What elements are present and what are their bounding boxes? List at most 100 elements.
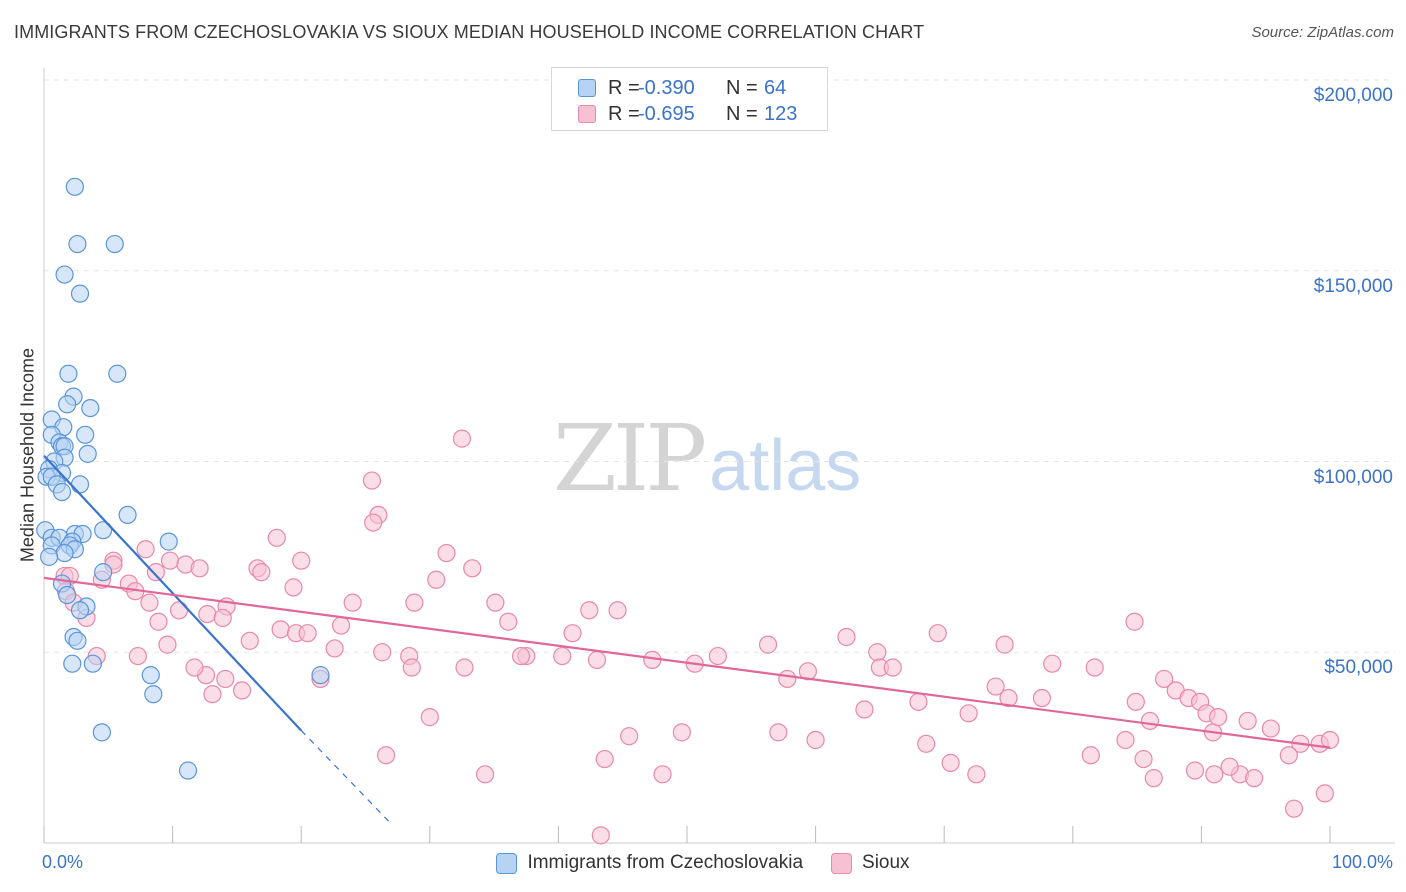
sioux-point	[595, 749, 614, 769]
sioux-point	[169, 601, 189, 620]
sioux-point	[149, 612, 168, 631]
sioux-point	[999, 688, 1018, 708]
sioux-point	[512, 646, 531, 666]
y-tick-label: $200,000	[1313, 85, 1393, 106]
sioux-point	[708, 646, 727, 666]
sioux-point	[587, 650, 607, 669]
sioux-point	[240, 631, 259, 650]
sioux-point	[203, 685, 222, 704]
sioux-point	[778, 669, 797, 689]
czechoslovakia-trendline-extension	[300, 730, 392, 825]
czechoslovakia-point	[70, 284, 90, 303]
sioux-point	[160, 551, 180, 570]
sioux-point	[373, 643, 392, 662]
sioux-point	[362, 471, 382, 490]
sioux-point	[1144, 769, 1163, 788]
blue-swatch	[496, 852, 518, 874]
sioux-point	[1205, 765, 1224, 784]
czechoslovakia-point	[92, 723, 111, 742]
sioux-point	[271, 620, 290, 639]
czechoslovakia-point	[63, 654, 82, 673]
czechoslovakia-point	[65, 177, 84, 196]
sioux-point	[452, 429, 472, 448]
sioux-point	[620, 727, 639, 746]
sioux-point	[758, 635, 778, 654]
sioux-point	[1279, 746, 1298, 765]
pink-swatch	[578, 105, 596, 123]
sioux-point	[232, 681, 252, 700]
czechoslovakia-point	[94, 563, 113, 582]
czechoslovakia-point	[52, 482, 72, 502]
czechoslovakia-point	[141, 666, 160, 685]
sioux-point	[959, 704, 978, 723]
sioux-point	[364, 513, 383, 532]
czechoslovakia-point	[108, 364, 127, 383]
sioux-point	[292, 551, 311, 570]
sioux-point	[136, 540, 155, 559]
sioux-point	[855, 700, 874, 719]
czechoslovakia-point	[40, 547, 59, 566]
sioux-point	[486, 593, 505, 612]
sioux-point	[1155, 669, 1174, 689]
czechoslovakia-point	[105, 234, 124, 254]
sioux-point	[806, 730, 825, 750]
sioux-point	[883, 658, 902, 677]
legend-row-sioux: R = -0.695 N = 123	[578, 102, 797, 126]
sioux-point	[331, 616, 351, 635]
sioux-point	[1261, 719, 1280, 738]
chart-title: IMMIGRANTS FROM CZECHOSLOVAKIA VS SIOUX …	[14, 22, 925, 42]
sioux-point	[798, 662, 817, 681]
sioux-point	[146, 563, 165, 582]
sioux-point	[1081, 746, 1100, 765]
y-tick-label: $150,000	[1313, 275, 1393, 297]
sioux-point	[190, 559, 209, 578]
n-value: 123	[764, 102, 798, 125]
sioux-point	[591, 826, 610, 845]
sioux-point	[928, 624, 947, 643]
legend-label: Sioux	[862, 852, 910, 873]
correlation-legend: R = -0.390 N = 64 R = -0.695 N = 123	[551, 67, 828, 131]
czechoslovakia-trendline	[43, 455, 303, 732]
sioux-point	[376, 746, 396, 765]
sioux-point	[1032, 688, 1052, 708]
czechoslovakia-point	[144, 685, 163, 704]
sioux-point	[995, 635, 1014, 654]
czechoslovakia-point	[81, 398, 100, 418]
sioux-point	[252, 563, 271, 582]
sioux-point	[986, 677, 1005, 696]
czechoslovakia-point	[68, 234, 87, 254]
r-value: -0.390	[638, 76, 695, 99]
x-tick-label-left: 0.0%	[42, 852, 84, 872]
sioux-point	[653, 765, 672, 784]
sioux-point	[475, 765, 495, 784]
czechoslovakia-point	[55, 543, 74, 563]
pink-swatch	[831, 852, 853, 874]
czechoslovakia-point	[159, 532, 178, 551]
sioux-point	[402, 658, 421, 677]
sioux-point	[1209, 708, 1228, 727]
sioux-point	[128, 646, 147, 666]
sioux-point	[917, 734, 936, 753]
sioux-point	[563, 624, 582, 643]
sioux-point	[672, 723, 691, 742]
legend-item-czechoslovakia[interactable]: Immigrants from Czechoslovakia	[496, 852, 803, 874]
sioux-point	[1238, 711, 1257, 731]
sioux-point	[553, 646, 572, 666]
sioux-point	[1043, 654, 1062, 673]
czechoslovakia-point	[118, 505, 137, 525]
sioux-point	[1134, 749, 1153, 769]
czechoslovakia-point	[76, 425, 95, 444]
czechoslovakia-point	[58, 395, 77, 414]
sioux-point	[267, 528, 286, 547]
sioux-point	[420, 708, 439, 727]
legend-label: Immigrants from Czechoslovakia	[527, 852, 804, 873]
sioux-point	[1125, 612, 1144, 631]
sioux-point	[298, 624, 317, 643]
legend-row-czechoslovakia: R = -0.390 N = 64	[578, 76, 786, 100]
r-label: R =	[608, 102, 640, 125]
sioux-point	[427, 570, 446, 589]
sioux-point	[1085, 658, 1104, 677]
legend-item-sioux[interactable]: Sioux	[831, 852, 910, 874]
czechoslovakia-point	[58, 585, 77, 605]
sioux-point	[499, 612, 518, 631]
